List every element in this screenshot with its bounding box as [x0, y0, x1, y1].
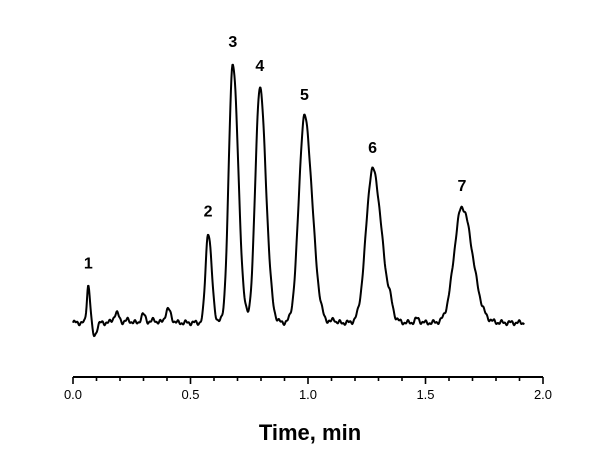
- peak-label-4: 4: [255, 58, 264, 75]
- peak-label-1: 1: [84, 255, 93, 272]
- peak-label-3: 3: [228, 34, 237, 51]
- x-axis-title: Time, min: [259, 420, 361, 445]
- peak-label-5: 5: [300, 87, 309, 104]
- x-tick-label: 0.0: [64, 387, 82, 402]
- x-tick-label: 0.5: [181, 387, 199, 402]
- peak-label-2: 2: [204, 204, 213, 221]
- peak-label-6: 6: [368, 140, 377, 157]
- x-tick-label: 1.0: [299, 387, 317, 402]
- chromatogram-trace: [72, 63, 525, 338]
- x-tick-label: 1.5: [416, 387, 434, 402]
- x-tick-label: 2.0: [534, 387, 552, 402]
- peak-label-7: 7: [457, 178, 466, 195]
